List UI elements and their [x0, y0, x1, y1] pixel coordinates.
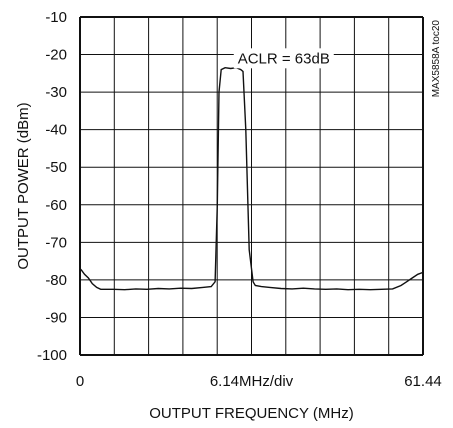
aclr-annotation: ACLR = 63dB: [238, 50, 330, 67]
y-tick-label: -70: [45, 234, 67, 251]
figure-code-tag: MAX5858A toc20: [431, 20, 442, 98]
y-tick-label: -10: [45, 9, 67, 26]
y-axis-label: OUTPUT POWER (dBm): [15, 102, 32, 269]
y-tick-label: -40: [45, 122, 67, 139]
y-tick-labels: -10 -20 -30 -40 -50 -60 -70 -80 -90 -100: [37, 9, 67, 364]
y-tick-label: -20: [45, 47, 67, 64]
y-tick-label: -50: [45, 159, 67, 176]
y-tick-label: -30: [45, 84, 67, 101]
y-tick-label: -80: [45, 272, 67, 289]
aclr-annotation-box: [233, 48, 334, 69]
x-tick-label: 61.44: [404, 373, 442, 390]
y-tick-label: -90: [45, 309, 67, 326]
x-tick-label: 6.14MHz/div: [210, 373, 294, 390]
x-tick-label: 0: [76, 373, 84, 390]
x-axis-label: OUTPUT FREQUENCY (MHz): [149, 405, 353, 422]
y-tick-label: -100: [37, 347, 67, 364]
x-tick-labels: 0 6.14MHz/div 61.44: [76, 373, 442, 390]
y-tick-label: -60: [45, 197, 67, 214]
